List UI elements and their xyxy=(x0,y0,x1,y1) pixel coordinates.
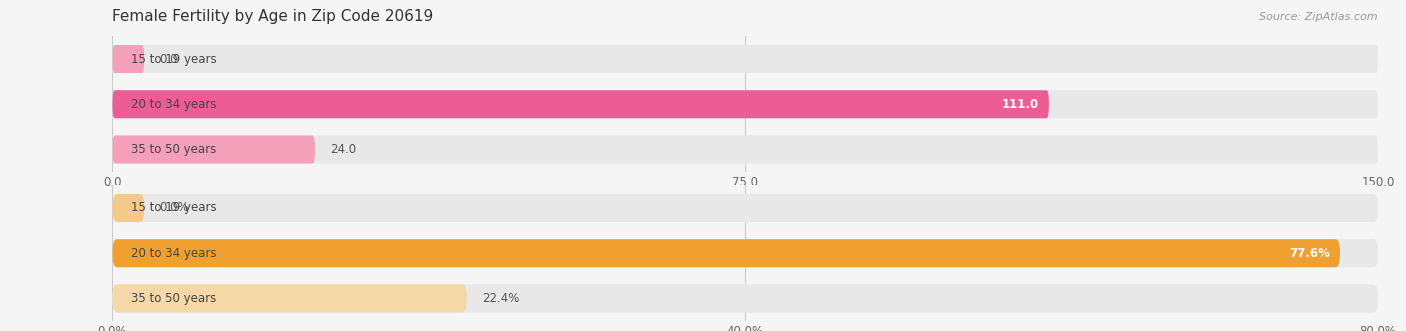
Text: 35 to 50 years: 35 to 50 years xyxy=(132,143,217,156)
FancyBboxPatch shape xyxy=(112,135,315,164)
Text: 20 to 34 years: 20 to 34 years xyxy=(132,247,217,260)
Text: 111.0: 111.0 xyxy=(1001,98,1039,111)
FancyBboxPatch shape xyxy=(112,45,1378,73)
FancyBboxPatch shape xyxy=(112,90,1378,118)
FancyBboxPatch shape xyxy=(112,135,1378,164)
FancyBboxPatch shape xyxy=(112,284,467,312)
FancyBboxPatch shape xyxy=(112,239,1378,267)
FancyBboxPatch shape xyxy=(112,90,1049,118)
FancyBboxPatch shape xyxy=(112,194,1378,222)
Text: 0.0%: 0.0% xyxy=(159,202,188,214)
Text: Female Fertility by Age in Zip Code 20619: Female Fertility by Age in Zip Code 2061… xyxy=(112,9,433,24)
Text: Source: ZipAtlas.com: Source: ZipAtlas.com xyxy=(1260,12,1378,22)
Text: 15 to 19 years: 15 to 19 years xyxy=(132,202,217,214)
Text: 15 to 19 years: 15 to 19 years xyxy=(132,53,217,66)
Text: 77.6%: 77.6% xyxy=(1289,247,1330,260)
FancyBboxPatch shape xyxy=(112,284,1378,312)
FancyBboxPatch shape xyxy=(112,45,145,73)
FancyBboxPatch shape xyxy=(112,194,145,222)
Text: 35 to 50 years: 35 to 50 years xyxy=(132,292,217,305)
Text: 20 to 34 years: 20 to 34 years xyxy=(132,98,217,111)
Text: 0.0: 0.0 xyxy=(159,53,177,66)
FancyBboxPatch shape xyxy=(112,239,1340,267)
Text: 24.0: 24.0 xyxy=(330,143,356,156)
Text: 22.4%: 22.4% xyxy=(482,292,519,305)
